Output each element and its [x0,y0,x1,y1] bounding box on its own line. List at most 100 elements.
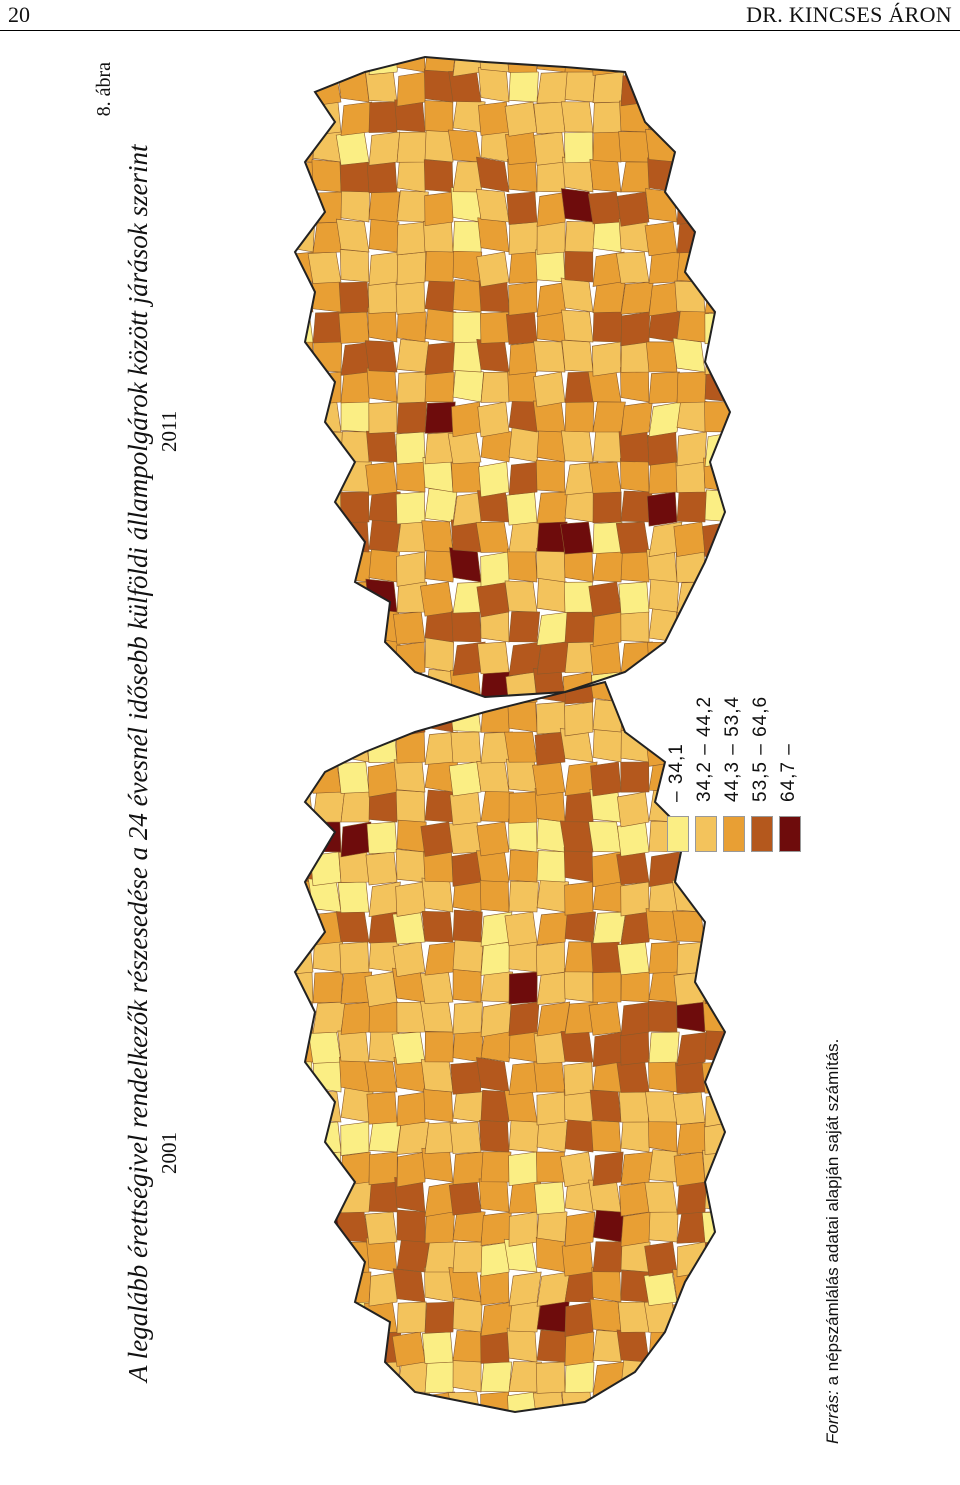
district-area [340,1181,374,1214]
district-area [535,459,566,493]
district-area [536,1091,566,1126]
district-area [476,821,510,857]
district-area [534,1181,566,1215]
district-area [424,488,458,523]
district-area [391,1031,426,1065]
district-area [618,131,650,163]
district-area [591,341,622,377]
page-header: 20 DR. KINCSES ÁRON [0,0,960,31]
district-area [733,52,762,72]
district-area [295,1301,318,1337]
district-area [365,578,398,613]
district-area [536,57,569,73]
district-area [477,641,510,675]
district-area [620,761,650,793]
district-area [508,1211,538,1247]
district-area [592,611,623,647]
district-area [504,1090,538,1123]
district-area [536,911,570,946]
district-area [504,101,538,137]
district-area [420,1059,454,1093]
district-area [295,458,318,493]
district-area [676,371,707,404]
figure-source: Forrás: a népszámlálás adatai alapján sa… [823,1039,843,1444]
district-area [672,337,706,373]
district-area [704,551,730,583]
district-area [366,821,398,855]
district-area [563,968,594,1003]
district-area [295,1271,314,1306]
district-area [295,727,318,763]
district-area [508,818,538,853]
district-area [424,250,455,283]
district-area [295,581,314,617]
district-area [392,941,426,978]
district-area [560,1031,594,1063]
district-area [561,1241,594,1277]
district-area [309,578,342,613]
district-area [448,1181,482,1216]
district-area [643,1271,678,1307]
district-area [452,1356,482,1393]
district-area [592,1361,626,1396]
district-area [533,101,566,135]
district-area [733,938,762,972]
district-area [620,1117,652,1153]
district-area [592,401,626,433]
district-area [507,548,538,583]
legend-range: – 34,1 [666,743,687,802]
district-area [699,221,730,254]
district-area [395,431,426,465]
district-area [452,1241,484,1273]
district-area [312,339,343,373]
district-area [312,461,342,494]
district-area [396,1301,427,1334]
district-area [312,638,343,673]
district-area [673,971,706,1006]
district-area [647,431,678,466]
district-area [506,491,538,526]
district-area [535,941,566,977]
district-area [672,1091,706,1126]
district-area [704,247,730,283]
district-area [505,57,538,73]
district-area [422,1331,454,1364]
district-area [312,57,343,77]
district-area [366,430,398,463]
district-area [480,1361,513,1393]
district-area [620,1151,653,1186]
map-2011 [295,52,762,697]
district-area [340,671,370,697]
district-area [704,281,730,314]
district-area [676,1121,710,1155]
legend-range: 34,2 – 44,2 [694,695,715,802]
district-area [592,1206,626,1243]
district-area [307,251,342,284]
district-area [560,101,594,133]
district-area [560,430,594,463]
legend-swatch [695,816,717,852]
district-area [368,131,401,166]
district-area [452,641,486,676]
district-area [564,249,594,283]
district-area [676,848,710,883]
district-area [312,1001,346,1034]
district-area [620,700,653,733]
district-area [295,1211,314,1245]
district-area [536,491,570,524]
district-area [477,217,510,253]
district-area [335,218,370,253]
district-area [588,581,622,617]
district-area [449,1121,482,1154]
district-area [478,67,510,103]
district-area [646,491,678,527]
district-area [396,371,428,404]
district-area [312,521,344,553]
district-area [592,549,626,583]
district-area [508,880,539,913]
district-area [396,1091,427,1127]
district-area [508,521,542,553]
district-area [504,580,538,613]
district-area [339,249,370,283]
district-area [589,1298,622,1333]
